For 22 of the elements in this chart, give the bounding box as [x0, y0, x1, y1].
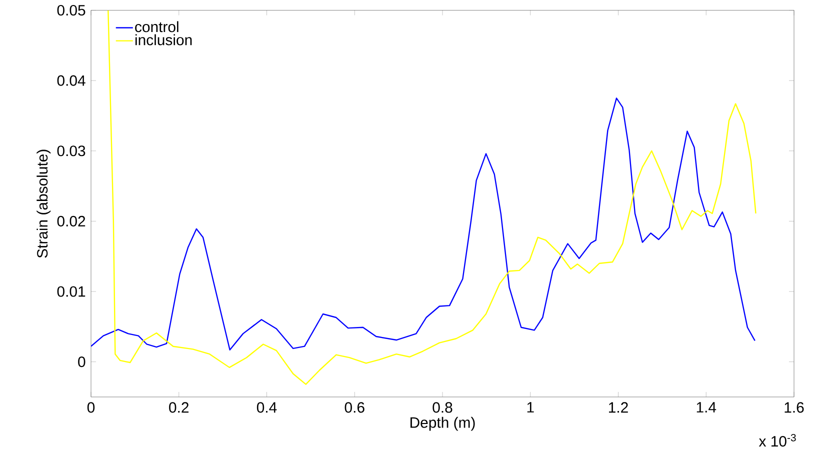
y-tick-label: 0.04	[57, 75, 86, 86]
text: x 10$^{-3}$	[758, 434, 796, 446]
x-axis-title: Depth (m)	[410, 416, 475, 431]
x-tick-label: 0.2	[169, 402, 189, 413]
legend-label: inclusion	[135, 34, 192, 46]
y-tick-label: 0.02	[57, 216, 86, 226]
line-series	[91, 97, 756, 350]
x-tick-label: 1	[527, 402, 534, 412]
x-tick-label: 0.6	[344, 402, 364, 413]
y-axis-title: Strain (absolute)	[36, 150, 51, 258]
x-tick-label: 0.4	[256, 402, 277, 413]
x-tick-label: 1.2	[609, 402, 628, 412]
y-tick-label: 0.03	[57, 145, 86, 156]
x-tick-label: 1.6	[784, 402, 804, 413]
y-tick-label: 0.05	[57, 4, 86, 16]
legend-label: control	[135, 21, 178, 32]
y-tick-label: 0.01	[57, 286, 86, 297]
x-tick-label: 0.8	[432, 402, 452, 413]
y-tick-label: 0	[78, 356, 86, 367]
x-tick-label: 1.4	[696, 402, 716, 412]
x-tick-label: 0	[87, 402, 95, 413]
line-series	[108, 10, 756, 385]
